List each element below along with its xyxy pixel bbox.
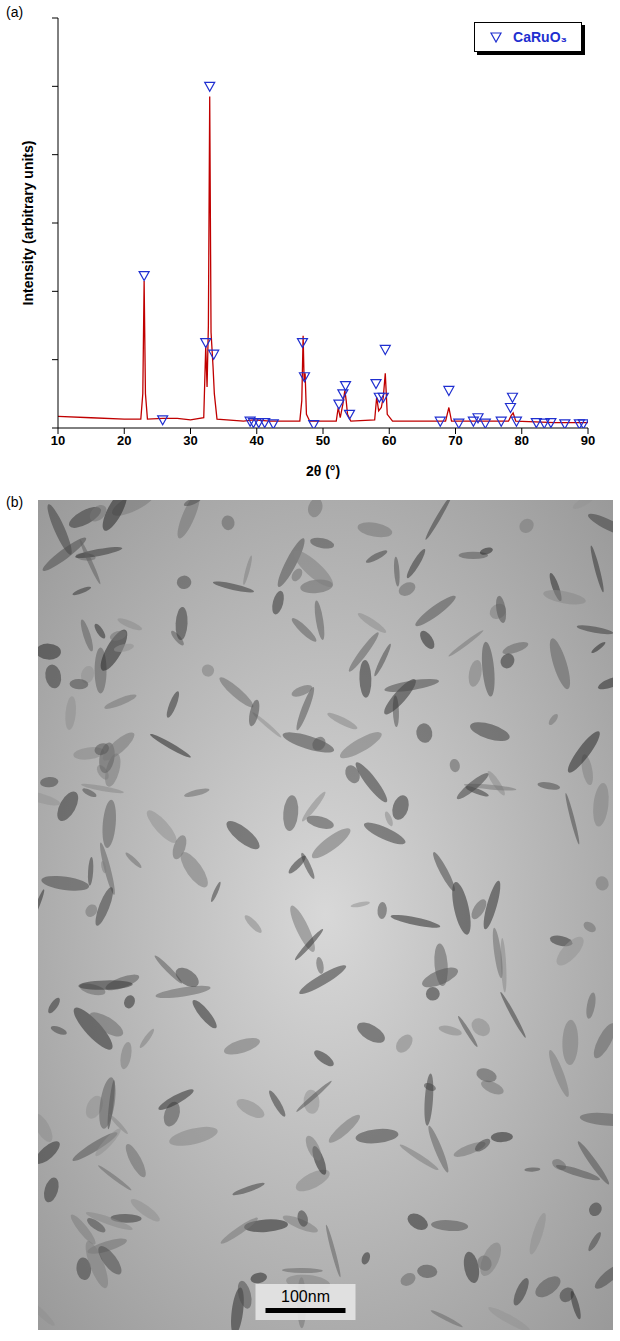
svg-text:70: 70 bbox=[448, 433, 462, 448]
html-text:(a): (a) bbox=[6, 4, 24, 20]
svg-text:50: 50 bbox=[316, 433, 330, 448]
html-text:CaRuO₃: CaRuO₃ bbox=[513, 29, 567, 45]
svg-text:80: 80 bbox=[515, 433, 529, 448]
svg-text:40: 40 bbox=[250, 433, 264, 448]
svg-text:90: 90 bbox=[581, 433, 595, 448]
svg-text:20: 20 bbox=[117, 433, 131, 448]
svg-text:2θ (°): 2θ (°) bbox=[306, 463, 340, 479]
svg-text:30: 30 bbox=[183, 433, 197, 448]
html-text:(b): (b) bbox=[6, 494, 24, 510]
svg-text:100nm: 100nm bbox=[281, 1288, 330, 1305]
svg-text:10: 10 bbox=[51, 433, 65, 448]
svg-text:60: 60 bbox=[382, 433, 396, 448]
svg-text:Intensity (arbitrary units): Intensity (arbitrary units) bbox=[20, 141, 36, 306]
